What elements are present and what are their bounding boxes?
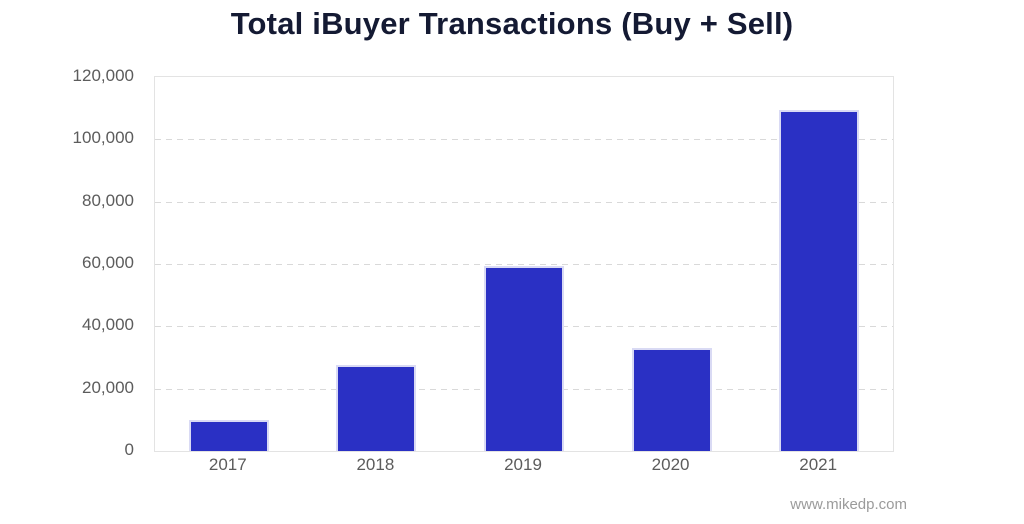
x-axis-tick-label: 2017 [208, 455, 247, 474]
gridline [155, 264, 893, 265]
x-axis: 2017 2018 2019 2020 2021 [154, 455, 892, 479]
bar-2018 [336, 365, 417, 451]
y-axis-tick-label: 120,000 [72, 66, 134, 85]
x-axis-tick-label: 2018 [356, 455, 395, 474]
y-axis-tick-label: 100,000 [72, 128, 134, 148]
y-axis-tick-label: 0 [124, 440, 134, 459]
chart-title: Total iBuyer Transactions (Buy + Sell) [230, 6, 794, 41]
y-axis-tick-label: 80,000 [82, 190, 134, 210]
bar-2021 [779, 109, 860, 451]
watermark-text: www.mikedp.com [790, 496, 907, 513]
y-axis-tick-label: 60,000 [82, 253, 134, 272]
bar-2019 [484, 265, 564, 451]
plot-area [154, 76, 894, 452]
bar-2017 [188, 419, 269, 451]
bar-2020 [631, 348, 712, 451]
y-axis-tick-label: 20,000 [82, 377, 134, 397]
x-axis-tick-label: 2021 [799, 455, 838, 474]
gridline [155, 139, 893, 141]
y-axis: 0 20,000 40,000 60,000 80,000 100,000 120,000 [0, 66, 144, 459]
y-axis-tick-label: 40,000 [82, 315, 134, 335]
x-axis-tick-label: 2020 [651, 455, 690, 474]
x-axis-tick-label: 2019 [504, 455, 542, 474]
gridline [155, 201, 893, 203]
